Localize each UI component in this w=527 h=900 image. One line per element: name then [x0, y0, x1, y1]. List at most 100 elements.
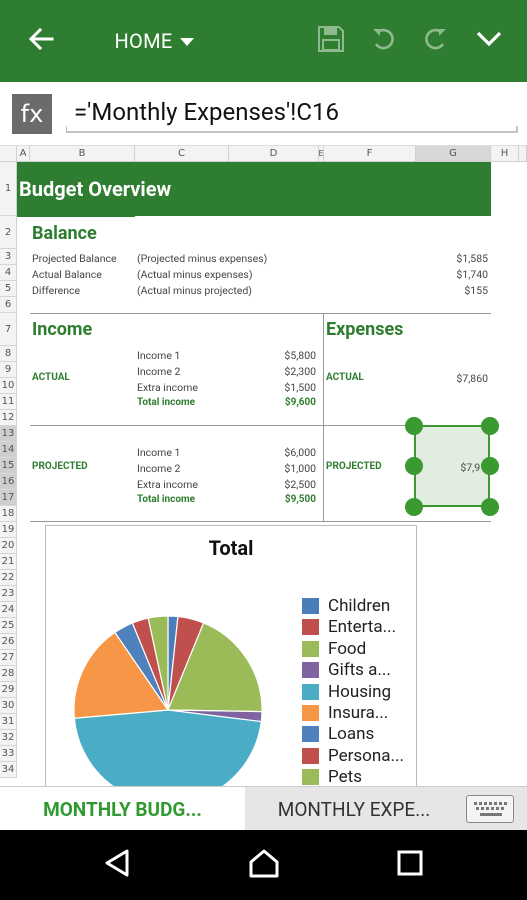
row-header[interactable]: 26	[0, 634, 17, 650]
row-header[interactable]: 23	[0, 586, 17, 602]
row-header[interactable]: 31	[0, 714, 17, 730]
income-total-label[interactable]: Total income	[137, 494, 196, 505]
nav-back-button[interactable]	[77, 830, 157, 900]
selection-handle[interactable]	[481, 498, 499, 516]
home-ribbon-dropdown[interactable]: HOME	[104, 0, 204, 82]
column-header[interactable]: E	[318, 146, 324, 162]
fx-button[interactable]: fx	[12, 94, 52, 134]
spreadsheet-grid[interactable]: A B C D E F G H 1 2 3 4 5 6 7 8 9 10 11 …	[0, 146, 527, 786]
balance-value[interactable]: $1,740	[456, 268, 488, 281]
row-header[interactable]: 24	[0, 602, 17, 618]
column-header[interactable]	[519, 146, 527, 162]
income-item-label[interactable]: Income 1	[137, 349, 181, 362]
expenses-actual-value[interactable]: $7,860	[456, 372, 488, 385]
column-header-selected[interactable]: G	[416, 146, 491, 162]
sheet-tab-monthly-expenses[interactable]: MONTHLY EXPE...	[277, 797, 431, 821]
pie-chart[interactable]: Total Children Enterta... Food Gifts a... Ho…	[45, 525, 417, 786]
collapse-button[interactable]	[466, 0, 512, 82]
expenses-actual-label[interactable]: ACTUAL	[326, 372, 364, 383]
income-item-value[interactable]: $5,800	[284, 349, 316, 362]
nav-home-button[interactable]	[224, 830, 304, 900]
row-header[interactable]: 20	[0, 538, 17, 554]
row-header-selected[interactable]: 17	[0, 490, 17, 506]
balance-desc[interactable]: (Actual minus projected)	[137, 284, 252, 297]
income-total-value[interactable]: $9,600	[284, 397, 316, 408]
row-header[interactable]: 3	[0, 249, 17, 265]
income-heading[interactable]: Income	[32, 319, 93, 340]
keyboard-toggle-button[interactable]	[466, 795, 514, 823]
save-button[interactable]	[308, 0, 354, 82]
selection-handle[interactable]	[405, 498, 423, 516]
formula-input[interactable]: ='Monthly Expenses'!C16	[74, 98, 339, 126]
back-button[interactable]	[14, 0, 68, 82]
income-item-label[interactable]: Income 1	[137, 446, 181, 459]
nav-recents-button[interactable]	[370, 830, 450, 900]
income-actual-label[interactable]: ACTUAL	[32, 372, 70, 383]
row-header[interactable]: 18	[0, 506, 17, 522]
balance-label[interactable]: Difference	[32, 284, 81, 297]
column-header[interactable]: B	[30, 146, 135, 162]
row-header[interactable]: 22	[0, 570, 17, 586]
sheet-title[interactable]: Budget Overview	[17, 162, 491, 216]
column-header[interactable]: F	[324, 146, 416, 162]
row-header[interactable]: 19	[0, 522, 17, 538]
redo-button[interactable]	[413, 0, 457, 82]
row-header[interactable]: 8	[0, 346, 17, 362]
row-header[interactable]: 21	[0, 554, 17, 570]
sheet-tab-monthly-budget[interactable]: MONTHLY BUDG...	[0, 787, 245, 831]
row-header[interactable]: 7	[0, 313, 17, 346]
row-header[interactable]: 12	[0, 410, 17, 426]
row-header[interactable]: 34	[0, 762, 17, 778]
row-header[interactable]: 1	[0, 162, 17, 216]
row-header[interactable]: 9	[0, 362, 17, 378]
income-item-label[interactable]: Extra income	[137, 381, 198, 394]
row-header[interactable]: 4	[0, 265, 17, 281]
income-total-label[interactable]: Total income	[137, 397, 196, 408]
expenses-heading[interactable]: Expenses	[326, 319, 404, 340]
row-header[interactable]: 33	[0, 746, 17, 762]
income-item-value[interactable]: $1,000	[284, 462, 316, 475]
cell-selection[interactable]	[414, 425, 490, 507]
balance-label[interactable]: Projected Balance	[32, 252, 117, 265]
row-header[interactable]: 11	[0, 394, 17, 410]
row-header-selected[interactable]: 16	[0, 474, 17, 490]
income-total-value[interactable]: $9,500	[284, 494, 316, 505]
balance-heading[interactable]: Balance	[32, 223, 97, 244]
income-item-value[interactable]: $2,300	[284, 365, 316, 378]
column-header[interactable]: A	[17, 146, 30, 162]
row-header[interactable]: 27	[0, 650, 17, 666]
row-header[interactable]: 30	[0, 698, 17, 714]
selection-handle[interactable]	[481, 457, 499, 475]
selection-handle[interactable]	[405, 417, 423, 435]
row-header[interactable]: 10	[0, 378, 17, 394]
expenses-projected-label[interactable]: PROJECTED	[326, 461, 382, 472]
row-header[interactable]: 6	[0, 297, 17, 313]
income-item-value[interactable]: $1,500	[284, 381, 316, 394]
expenses-projected-value[interactable]: $7,91	[460, 461, 486, 474]
row-header[interactable]: 29	[0, 682, 17, 698]
balance-value[interactable]: $155	[464, 284, 488, 297]
income-item-value[interactable]: $6,000	[284, 446, 316, 459]
row-header-selected[interactable]: 14	[0, 442, 17, 458]
balance-label[interactable]: Actual Balance	[32, 268, 102, 281]
balance-desc[interactable]: (Actual minus expenses)	[137, 268, 253, 281]
selection-handle[interactable]	[405, 457, 423, 475]
row-header-selected[interactable]: 13	[0, 426, 17, 442]
column-header[interactable]: C	[135, 146, 229, 162]
income-item-value[interactable]: $2,500	[284, 478, 316, 491]
row-header[interactable]: 25	[0, 618, 17, 634]
corner-cell[interactable]	[0, 146, 17, 162]
row-header-selected[interactable]: 15	[0, 458, 17, 474]
income-item-label[interactable]: Income 2	[137, 462, 181, 475]
balance-value[interactable]: $1,585	[456, 252, 488, 265]
balance-desc[interactable]: (Projected minus expenses)	[137, 252, 268, 265]
row-header[interactable]: 32	[0, 730, 17, 746]
column-header[interactable]: H	[491, 146, 519, 162]
income-item-label[interactable]: Income 2	[137, 365, 181, 378]
undo-button[interactable]	[362, 0, 406, 82]
row-header[interactable]: 28	[0, 666, 17, 682]
income-projected-label[interactable]: PROJECTED	[32, 461, 88, 472]
row-header[interactable]: 2	[0, 216, 17, 249]
column-header[interactable]: D	[229, 146, 319, 162]
selection-handle[interactable]	[481, 417, 499, 435]
